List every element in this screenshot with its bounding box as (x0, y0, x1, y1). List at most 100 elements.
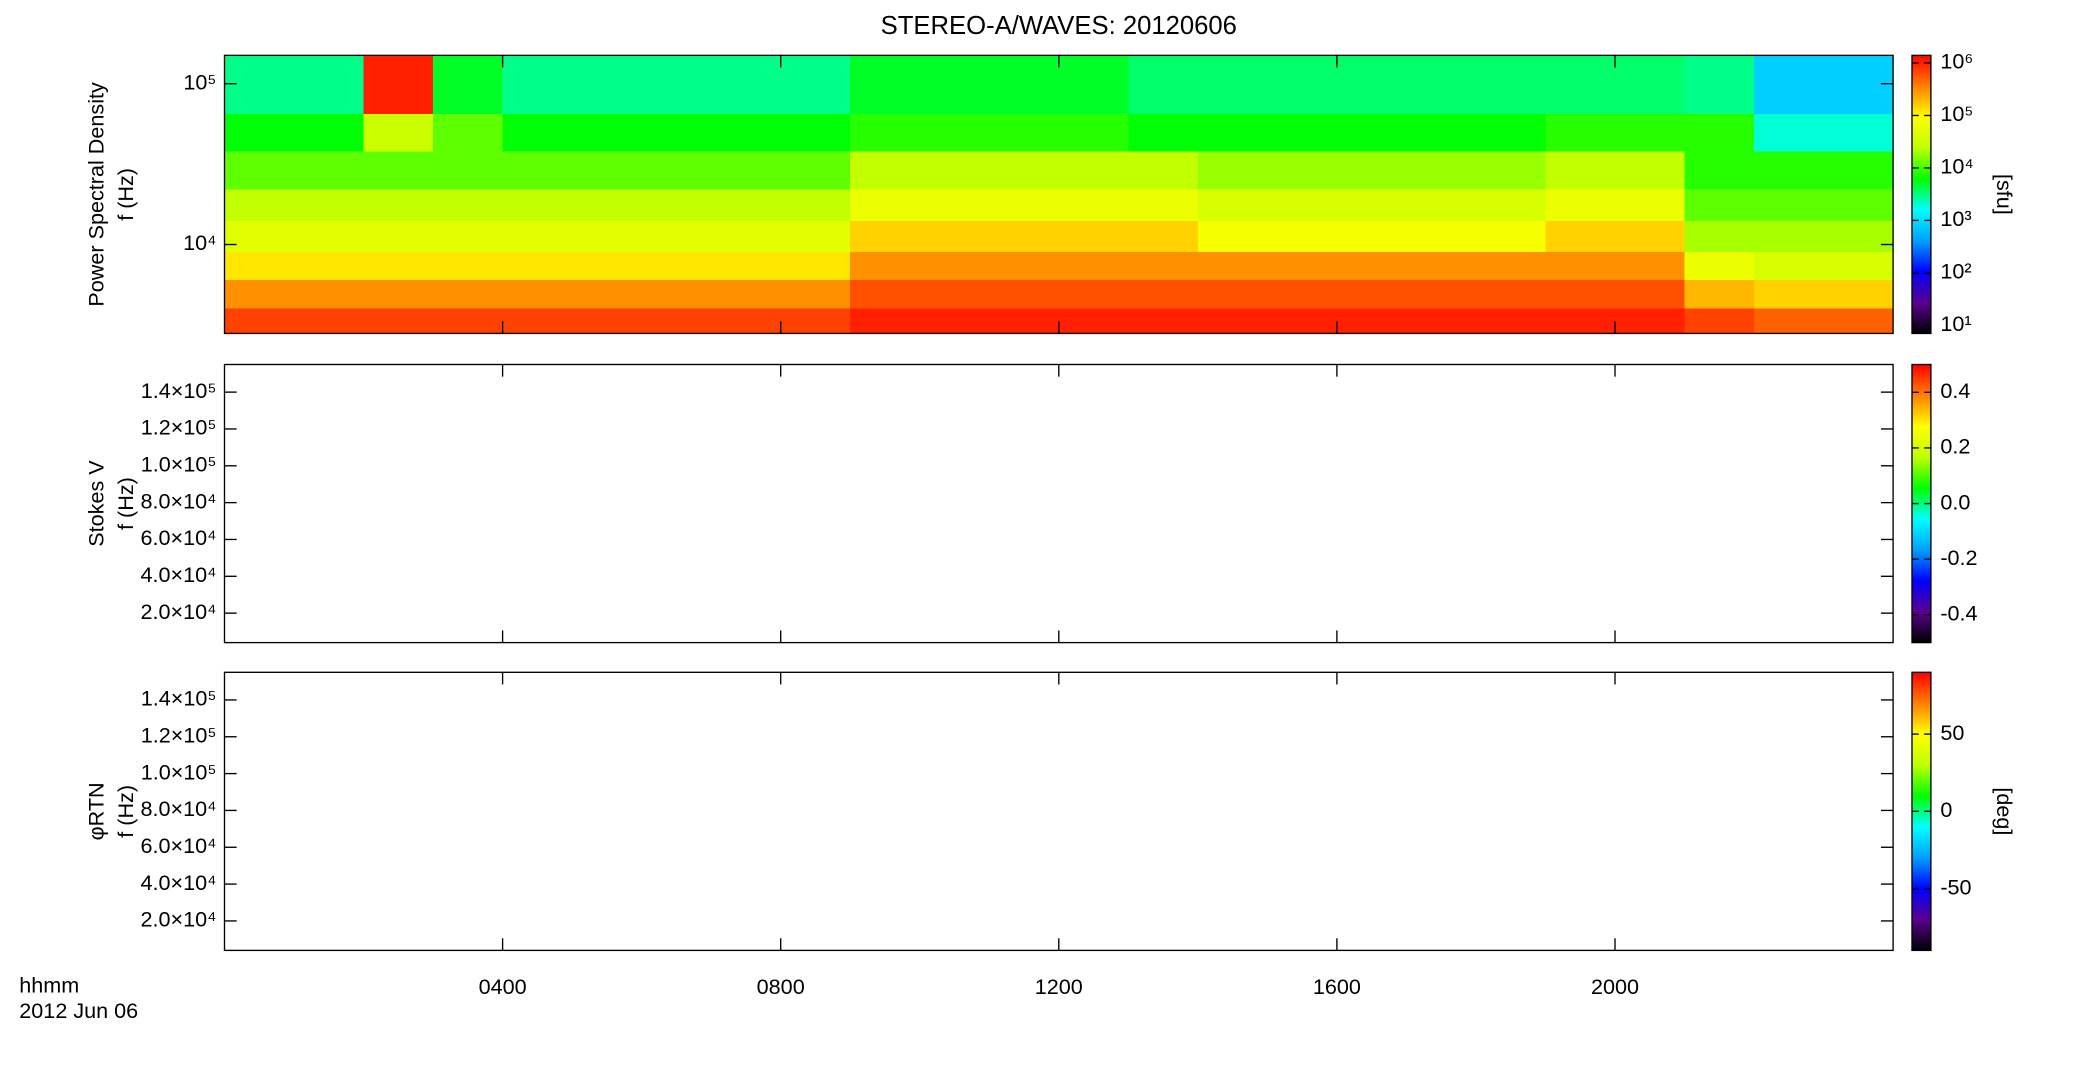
colorbar-tick-label: 10³ (1940, 206, 1971, 231)
heatmap-cell (363, 55, 434, 114)
heatmap-cell (572, 308, 642, 334)
heatmap-cell (1336, 308, 1407, 334)
heatmap-cell (641, 151, 712, 190)
heatmap-cell (1684, 221, 1755, 252)
heatmap-cell (224, 280, 295, 309)
heatmap-cell (363, 251, 434, 281)
heatmap-cell (989, 280, 1059, 309)
heatmap-cell (1754, 55, 1824, 114)
heatmap-cell (1128, 189, 1198, 222)
heatmap-cell (1128, 280, 1198, 309)
heatmap-cell (989, 151, 1059, 190)
heatmap-cell (224, 308, 295, 334)
colorbar-tick-label: 10⁵ (1940, 101, 1973, 126)
heatmap-cell (919, 113, 990, 152)
heatmap-cell (989, 221, 1059, 252)
colorbar-tick-label: 50 (1940, 720, 1964, 745)
heatmap-cell (850, 280, 920, 309)
heatmap-cell (363, 221, 434, 252)
heatmap-cell (989, 113, 1059, 152)
heatmap-cell (1684, 55, 1755, 114)
y-tick-label: 2.0×10⁴ (140, 907, 216, 932)
heatmap-cell (502, 221, 573, 252)
heatmap-cell (1545, 113, 1615, 152)
heatmap-cell (572, 251, 642, 281)
heatmap-cell (1336, 280, 1407, 309)
heatmap-cell (1823, 55, 1894, 114)
heatmap-cell (919, 55, 990, 114)
colorbar-tick-label: -0.2 (1940, 545, 1977, 570)
heatmap-cell (572, 280, 642, 309)
heatmap-cell (919, 251, 990, 281)
heatmap-cell (1684, 308, 1755, 334)
heatmap-cell (850, 55, 920, 114)
heatmap-cell (224, 55, 295, 114)
heatmap-cell (1058, 280, 1129, 309)
heatmap-cell (850, 189, 920, 222)
heatmap-cell (572, 55, 642, 114)
heatmap-cell (294, 221, 364, 252)
heatmap-cell (363, 151, 434, 190)
heatmap-cell (1406, 55, 1476, 114)
y-tick-label: 1.0×10⁵ (141, 759, 217, 784)
heatmap-cell (1267, 55, 1337, 114)
heatmap-cell (711, 113, 781, 152)
heatmap-cell (1545, 221, 1615, 252)
heatmap-cell (224, 189, 295, 222)
y-axis-label: φRTN (83, 782, 108, 840)
heatmap-cell (1267, 308, 1337, 334)
heatmap-cell (1545, 308, 1615, 334)
heatmap-cell (641, 308, 712, 334)
heatmap-cell (641, 55, 712, 114)
heatmap-cell (1475, 55, 1546, 114)
heatmap-cell (711, 251, 781, 281)
heatmap-cell (1197, 308, 1268, 334)
heatmap-cell (1615, 308, 1685, 334)
heatmap-cell (1754, 221, 1824, 252)
heatmap-cell (641, 251, 712, 281)
heatmap-cell (989, 251, 1059, 281)
heatmap-cell (1197, 251, 1268, 281)
plot-area (224, 364, 1894, 643)
heatmap-cell (1475, 189, 1546, 222)
heatmap-cell (224, 151, 295, 190)
heatmap-cell (363, 113, 434, 152)
heatmap-cell (502, 151, 573, 190)
heatmap-cell (363, 189, 434, 222)
y-axis-label: Power Spectral Density (83, 82, 108, 307)
heatmap-cell (1615, 189, 1685, 222)
heatmap-cell (1406, 189, 1476, 222)
heatmap-cell (1197, 221, 1268, 252)
x-axis-label: hhmm (19, 973, 79, 998)
heatmap-cell (1197, 113, 1268, 152)
heatmap-cell (294, 251, 364, 281)
y-tick-label: 8.0×10⁴ (140, 796, 216, 821)
x-tick-label: 1200 (1035, 974, 1083, 999)
colorbar-tick-label: 10¹ (1940, 311, 1971, 336)
heatmap-cell (1267, 221, 1337, 252)
heatmap-cell (989, 308, 1059, 334)
heatmap-cell (1684, 280, 1755, 309)
heatmap-cell (1197, 280, 1268, 309)
heatmap-cell (1128, 251, 1198, 281)
heatmap-cell (1823, 308, 1894, 334)
heatmap-cell (294, 189, 364, 222)
heatmap-cell (1058, 189, 1129, 222)
heatmap-cell (1823, 151, 1894, 190)
heatmap-cell (502, 113, 573, 152)
heatmap-cell (1754, 280, 1824, 309)
heatmap-cell (1406, 280, 1476, 309)
heatmap-cell (711, 308, 781, 334)
heatmap-cell (1545, 189, 1615, 222)
heatmap-cell (572, 113, 642, 152)
heatmap-cell (1058, 221, 1129, 252)
heatmap-cell (1406, 308, 1476, 334)
heatmap-cell (1823, 113, 1894, 152)
heatmap-cell (1336, 221, 1407, 252)
heatmap-cell (433, 189, 503, 222)
heatmap-cell (1475, 308, 1546, 334)
heatmap-cell (850, 151, 920, 190)
heatmap-cell (1615, 55, 1685, 114)
heatmap-cell (1267, 189, 1337, 222)
heatmap-cell (711, 189, 781, 222)
